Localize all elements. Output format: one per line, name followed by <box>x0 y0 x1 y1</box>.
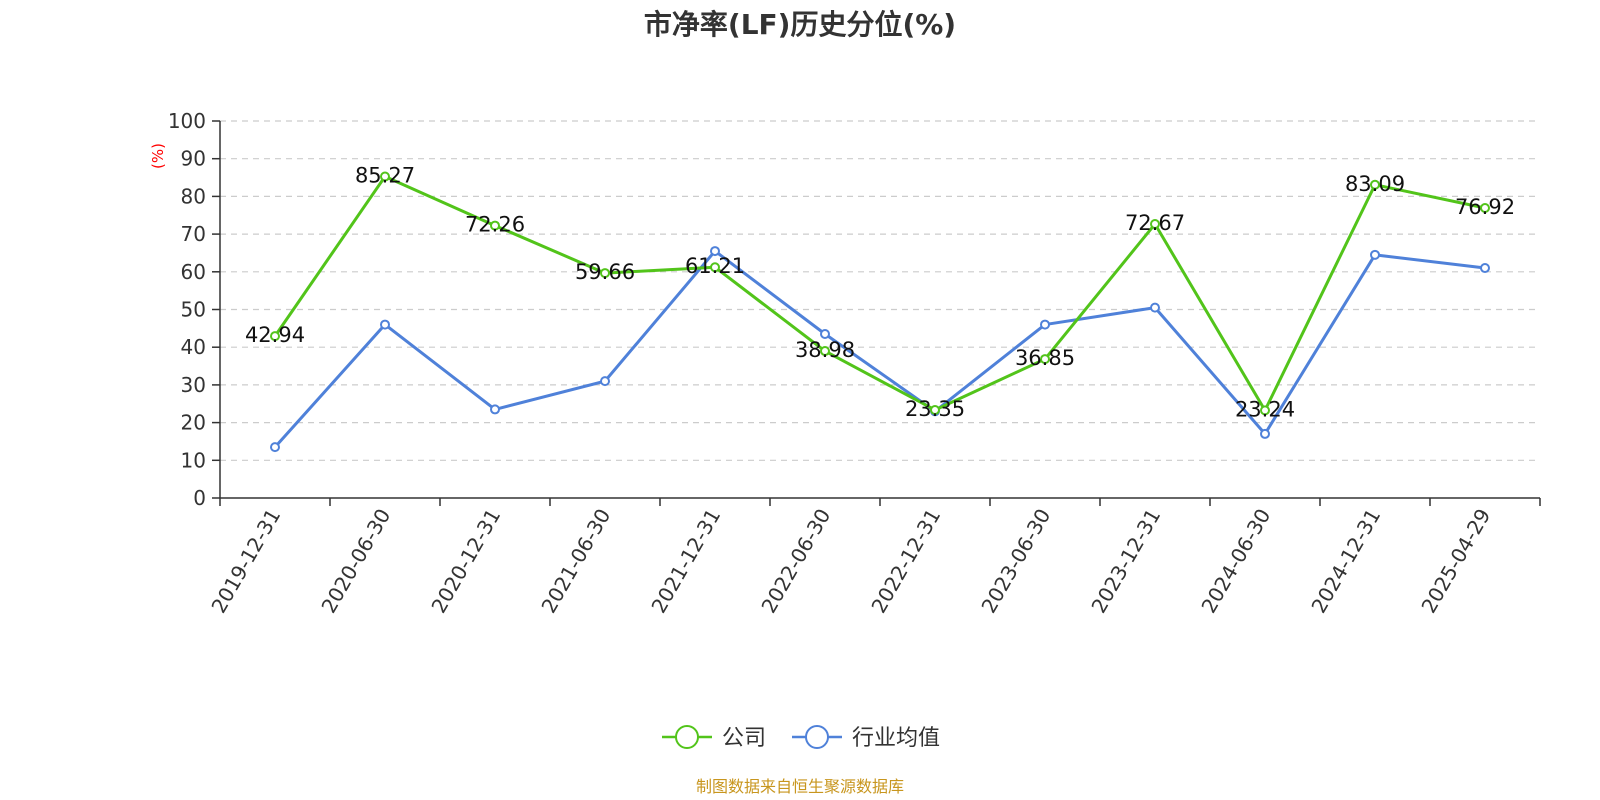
legend-label: 行业均值 <box>852 726 940 751</box>
legend-label: 公司 <box>722 726 766 751</box>
data-label: 42.94 <box>245 323 305 347</box>
source-note: 制图数据来自恒生聚源数据库 <box>696 777 904 796</box>
data-label: 72.26 <box>465 213 525 237</box>
data-point <box>710 246 720 257</box>
data-point <box>1370 179 1380 190</box>
data-label: 76.92 <box>1455 195 1515 219</box>
y-tick-label: 100 <box>168 109 206 133</box>
gridlines <box>220 120 1540 461</box>
series-layer <box>270 171 1490 453</box>
series-line <box>273 175 1486 412</box>
x-tick-label: 2022-12-31 <box>866 505 945 618</box>
data-point <box>380 319 390 330</box>
series-line <box>273 249 1486 449</box>
data-label: 23.24 <box>1235 397 1295 421</box>
y-tick-label: 40 <box>181 335 206 359</box>
x-tick-label: 2021-06-30 <box>536 505 615 618</box>
x-tick-label: 2025-04-29 <box>1416 505 1495 618</box>
x-tick-label: 2021-12-31 <box>646 505 725 618</box>
data-labels: 42.94 85.27 72.26 59.66 61.21 38.98 23.35 36.85… <box>245 164 1515 422</box>
y-tick-label: 0 <box>193 486 206 510</box>
data-point <box>1480 263 1490 274</box>
y-tick-label: 30 <box>181 373 206 397</box>
data-point <box>380 171 390 182</box>
data-label: 61.21 <box>685 254 745 278</box>
data-label: 59.66 <box>575 260 635 284</box>
data-point <box>1260 405 1270 416</box>
data-point <box>1150 302 1160 313</box>
x-tick-label: 2019-12-31 <box>206 505 285 618</box>
data-point <box>490 404 500 415</box>
data-point <box>1260 428 1270 439</box>
data-point <box>490 220 500 231</box>
legend-item[interactable]: 行业均值 <box>792 725 940 751</box>
data-point <box>1480 203 1490 214</box>
legend-item[interactable]: 公司 <box>662 725 766 751</box>
y-tick-label: 50 <box>181 298 206 322</box>
x-tick-label: 2023-06-30 <box>976 505 1055 618</box>
data-label: 85.27 <box>355 164 415 188</box>
data-label: 72.67 <box>1125 211 1185 235</box>
data-label: 36.85 <box>1015 346 1075 370</box>
chart-title: 市净率(LF)历史分位(%) <box>644 8 956 41</box>
y-tick-label: 70 <box>181 222 206 246</box>
data-point <box>600 376 610 387</box>
x-tick-label: 2023-12-31 <box>1086 505 1165 618</box>
legend-marker-icon <box>805 725 829 749</box>
x-tick-label: 2022-06-30 <box>756 505 835 618</box>
data-point <box>820 329 830 340</box>
x-tick-label: 2024-06-30 <box>1196 505 1275 618</box>
data-label: 83.09 <box>1345 172 1405 196</box>
y-tick-label: 20 <box>181 411 206 435</box>
data-point <box>1040 319 1050 330</box>
data-point <box>930 404 940 415</box>
y-tick-label: 10 <box>181 448 206 472</box>
data-point <box>710 262 720 273</box>
x-tick-label: 2020-06-30 <box>316 505 395 618</box>
legend-marker-icon <box>675 725 699 749</box>
data-label: 38.98 <box>795 338 855 362</box>
y-tick-label: 60 <box>181 260 206 284</box>
data-label: 23.35 <box>905 397 965 421</box>
data-point <box>1370 249 1380 260</box>
data-point <box>600 268 610 279</box>
y-tick-label: 80 <box>181 184 206 208</box>
data-point <box>270 331 280 342</box>
data-point <box>270 442 280 453</box>
legend[interactable]: 公司 行业均值 <box>662 725 940 751</box>
x-tick-label: 2020-12-31 <box>426 505 505 618</box>
y-axis-unit-label: (%) <box>149 143 167 169</box>
data-point <box>1040 354 1050 365</box>
y-tick-label: 90 <box>181 147 206 171</box>
data-point <box>1150 219 1160 230</box>
data-point <box>820 346 830 357</box>
x-tick-label: 2024-12-31 <box>1306 505 1385 618</box>
